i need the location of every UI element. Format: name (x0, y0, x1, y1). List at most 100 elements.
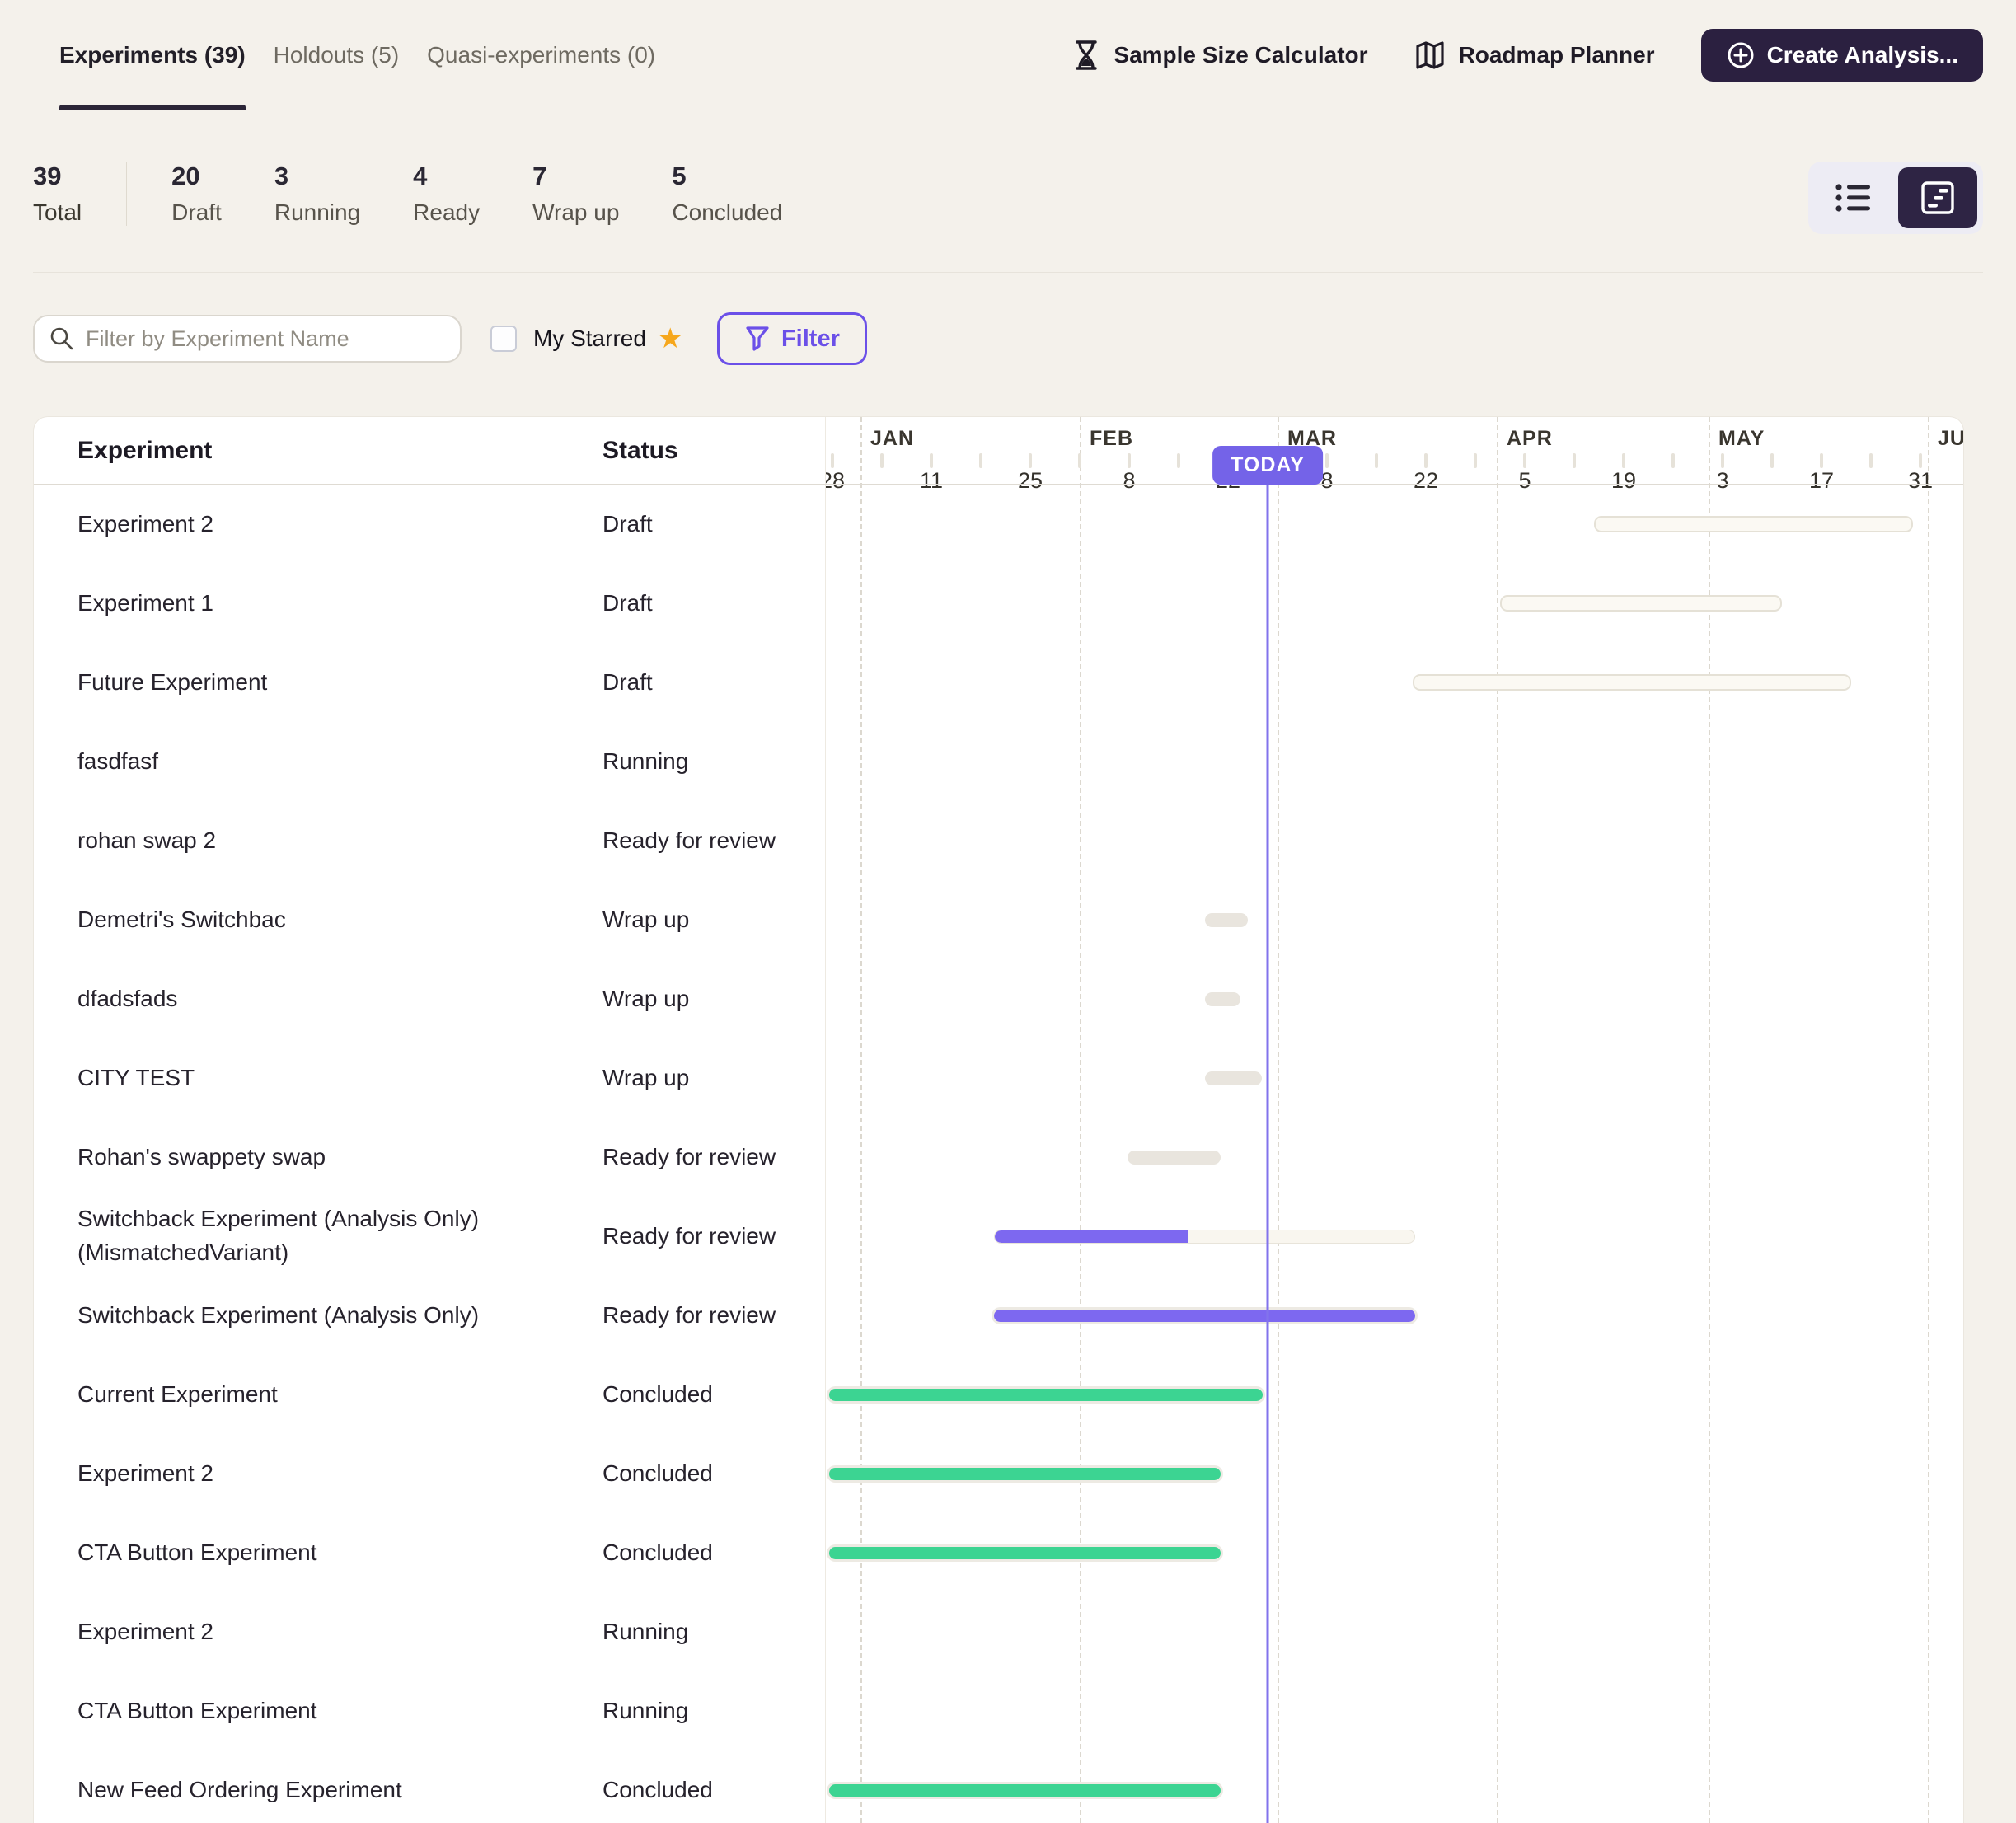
experiment-name: Experiment 2 (77, 1460, 213, 1486)
gantt-bar-concluded[interactable] (829, 1467, 1221, 1480)
gantt-bar-track[interactable] (994, 1229, 1415, 1244)
table-row[interactable]: Rohan's swappety swap Ready for review (34, 1118, 1963, 1197)
stat-value: 4 (413, 162, 428, 190)
view-toggle (1808, 162, 1983, 234)
search-input[interactable] (86, 326, 445, 352)
gantt-bar-pill[interactable] (1205, 912, 1248, 927)
experiments-gantt-panel: JANFEBMARAPRMAYJUN28112582282251931731TO… (33, 416, 1964, 1823)
week-tick (1770, 453, 1774, 468)
experiment-name: CTA Button Experiment (77, 1539, 317, 1565)
gantt-bar-concluded[interactable] (829, 1388, 1263, 1401)
experiment-name: New Feed Ordering Experiment (77, 1776, 402, 1802)
table-row[interactable]: Experiment 1 Draft (34, 564, 1963, 643)
month-gridline (1709, 417, 1710, 1823)
week-tick (930, 453, 933, 468)
experiment-status: Wrap up (602, 1065, 690, 1090)
gantt-bar-concluded[interactable] (829, 1546, 1221, 1559)
stat-label: Running (274, 199, 361, 225)
date-label: 17 (1808, 468, 1835, 493)
table-row[interactable]: Future Experiment Draft (34, 643, 1963, 722)
table-row[interactable]: rohan swap 2 Ready for review (34, 801, 1963, 880)
timeline-view-button[interactable] (1898, 167, 1977, 228)
list-view-button[interactable] (1814, 167, 1893, 228)
week-tick (1474, 453, 1477, 468)
hourglass-icon (1072, 40, 1100, 71)
table-row[interactable]: Current Experiment Concluded (34, 1355, 1963, 1434)
status-column-header: Status (602, 437, 678, 464)
gantt-bar-layer (825, 485, 1963, 1823)
experiment-name: CTA Button Experiment (77, 1697, 317, 1723)
week-tick (1869, 453, 1873, 468)
sample-size-calculator-button[interactable]: Sample Size Calculator (1072, 40, 1368, 71)
table-row[interactable]: CITY TEST Wrap up (34, 1038, 1963, 1118)
search-box (33, 315, 462, 363)
gantt-bar-ready[interactable] (994, 1309, 1415, 1322)
my-starred-checkbox[interactable] (490, 326, 517, 352)
month-label: APR (1507, 427, 1553, 450)
table-row[interactable]: Demetri's Switchbac Wrap up (34, 880, 1963, 959)
table-row[interactable]: dfadsfads Wrap up (34, 959, 1963, 1038)
gantt-bar-pill[interactable] (1128, 1150, 1221, 1165)
table-row[interactable]: CTA Button Experiment Running (34, 1671, 1963, 1750)
filter-button[interactable]: Filter (717, 312, 868, 365)
tab[interactable]: Holdouts (5) (274, 0, 400, 110)
week-tick (1177, 453, 1180, 468)
table-row[interactable]: Experiment 2 Draft (34, 485, 1963, 564)
experiment-name: Demetri's Switchbac (77, 906, 286, 932)
experiment-status: Concluded (602, 1381, 713, 1407)
experiment-status: Concluded (602, 1460, 713, 1486)
create-analysis-button[interactable]: Create Analysis... (1700, 28, 1983, 82)
stat: 20 Draft (171, 162, 222, 226)
experiment-status: Draft (602, 511, 653, 537)
experiment-status: Running (602, 748, 689, 774)
star-icon: ★ (657, 323, 683, 354)
week-tick (1721, 453, 1724, 468)
stat: 3 Running (274, 162, 360, 226)
plus-circle-icon (1726, 40, 1756, 70)
table-row[interactable]: Experiment 2 Running (34, 1592, 1963, 1671)
stat-value: 3 (274, 162, 289, 190)
date-label: 5 (1518, 468, 1531, 493)
roadmap-planner-button[interactable]: Roadmap Planner (1414, 40, 1655, 70)
table-row[interactable]: Switchback Experiment (Analysis Only) (M… (34, 1197, 1963, 1276)
table-row[interactable]: Switchback Experiment (Analysis Only) Re… (34, 1276, 1963, 1355)
week-tick (1029, 453, 1032, 468)
stat: 39 Total (33, 162, 128, 226)
experiment-status: Ready for review (602, 1144, 776, 1169)
stat: 4 Ready (413, 162, 480, 226)
section-divider (33, 272, 1983, 273)
week-tick (1424, 453, 1428, 468)
gantt-bar-draft[interactable] (1500, 595, 1782, 612)
gantt-bar-pill[interactable] (1205, 1071, 1262, 1085)
experiment-status: Running (602, 1698, 689, 1723)
experiment-name: Experiment 2 (77, 1618, 213, 1644)
stat-label: Draft (171, 199, 222, 225)
tab[interactable]: Experiments (39) (59, 0, 246, 110)
table-row[interactable]: fasdfasf Running (34, 722, 1963, 801)
top-nav: Experiments (39) Holdouts (5) Quasi-experi… (0, 0, 2016, 110)
experiment-status: Ready for review (602, 1223, 776, 1249)
stat-value: 5 (672, 162, 687, 190)
gantt-bar-progress-fill (995, 1230, 1188, 1243)
week-tick (1128, 453, 1131, 468)
table-row[interactable]: New Feed Ordering Experiment Concluded (34, 1750, 1963, 1823)
table-row[interactable]: Experiment 2 Concluded (34, 1434, 1963, 1513)
tab[interactable]: Quasi-experiments (0) (427, 0, 655, 110)
gantt-bar-pill[interactable] (1205, 991, 1240, 1006)
week-tick (1325, 453, 1329, 468)
month-gridline (860, 417, 862, 1823)
tab-label: Experiments (39) (59, 41, 246, 68)
tab-label: Quasi-experiments (0) (427, 41, 656, 68)
month-gridline (1928, 417, 1929, 1823)
gantt-bar-draft[interactable] (1413, 674, 1851, 691)
experiment-name: Switchback Experiment (Analysis Only) (M… (77, 1206, 480, 1265)
gantt-bar-draft[interactable] (1594, 516, 1913, 532)
today-badge[interactable]: TODAY (1212, 446, 1323, 485)
date-label: 8 (1320, 468, 1334, 493)
gantt-bar-concluded[interactable] (829, 1783, 1221, 1797)
tab-bar: Experiments (39) Holdouts (5) Quasi-experi… (0, 0, 655, 110)
stats-list: 39 Total 20 Draft 3 Running 4 Ready 7 Wr… (33, 162, 835, 226)
experiment-status: Ready for review (602, 827, 776, 853)
table-row[interactable]: CTA Button Experiment Concluded (34, 1513, 1963, 1592)
nav-actions: Sample Size Calculator Roadmap Planner C… (1072, 28, 2016, 82)
